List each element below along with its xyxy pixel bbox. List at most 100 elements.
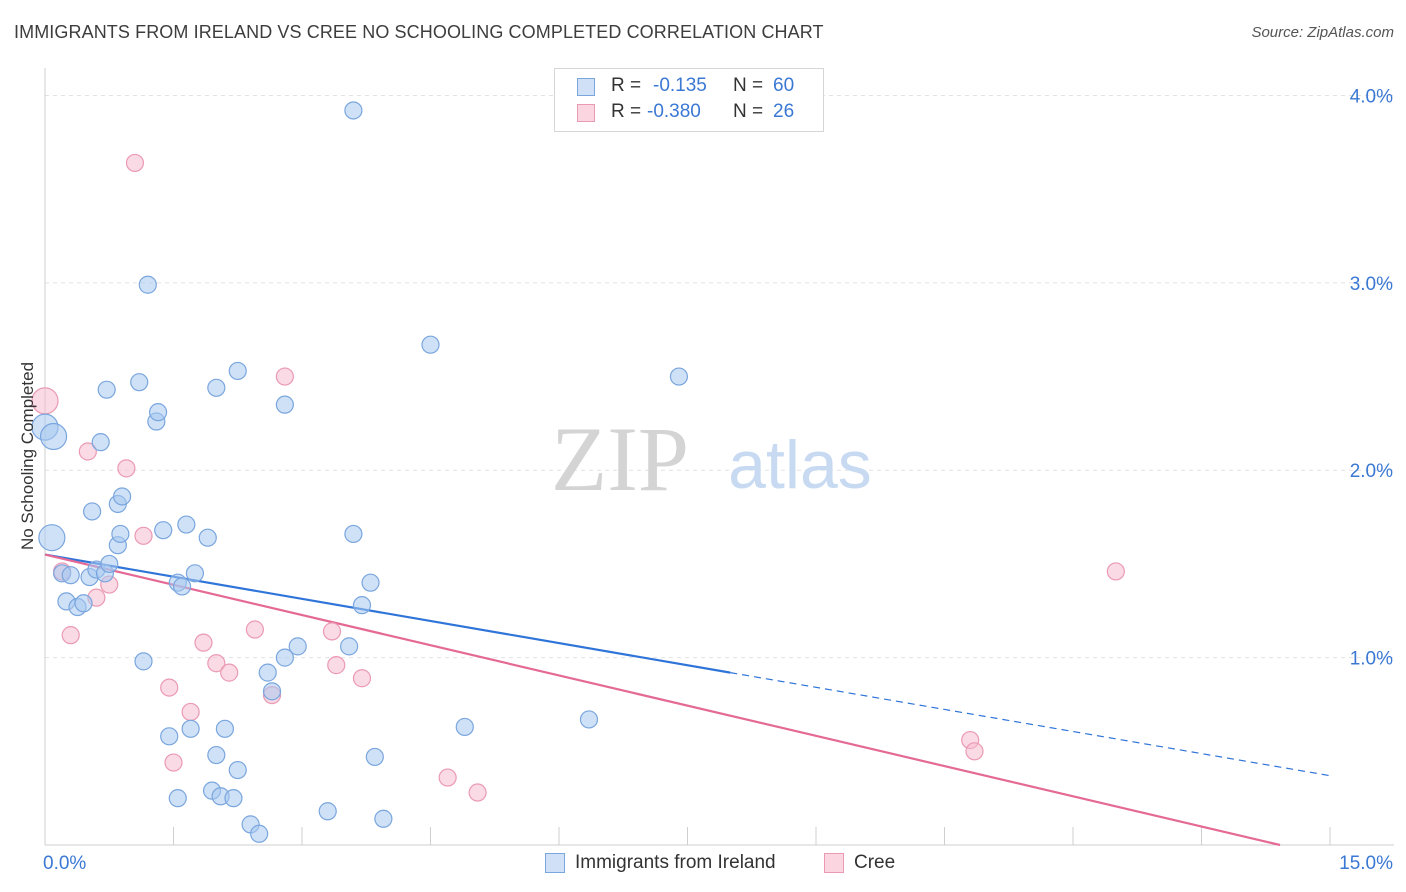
- watermark: ZIP atlas: [551, 408, 872, 510]
- watermark-atlas: atlas: [728, 427, 872, 503]
- y-axis-label: No Schooling Completed: [18, 361, 37, 551]
- cree-point: [322, 622, 342, 641]
- ireland-point: [365, 747, 384, 767]
- ireland-point: [579, 710, 599, 729]
- cree-point: [275, 367, 294, 386]
- ireland-point: [207, 378, 226, 397]
- cree-point: [78, 442, 97, 461]
- ireland-point: [91, 433, 110, 452]
- gridlines: [45, 94, 1394, 659]
- ireland-point: [100, 554, 119, 574]
- ireland-point: [39, 422, 68, 451]
- ireland-trend-line: [44, 553, 731, 674]
- ireland-point: [181, 719, 200, 738]
- legend-r-value: -0.380: [647, 101, 701, 122]
- watermark-zip: ZIP: [551, 408, 689, 510]
- cree-point: [207, 654, 226, 673]
- ireland-point: [228, 361, 247, 381]
- legend-n-value: 60: [773, 75, 795, 96]
- ireland-point: [207, 745, 226, 765]
- ireland-point: [224, 789, 243, 808]
- cree-point: [134, 526, 153, 545]
- cree-point: [160, 678, 179, 697]
- ireland-point: [669, 367, 689, 386]
- bottom-legend-swatch-ireland: [545, 853, 565, 873]
- trend-lines: [44, 553, 1331, 847]
- ireland-point: [228, 760, 247, 780]
- legend-r-value: -0.135: [653, 75, 707, 96]
- ireland-point: [154, 521, 173, 540]
- ireland-point: [97, 380, 116, 399]
- tick-labels: 1.0% 2.0% 3.0% 4.0% 0.0% 15.0%: [43, 86, 1393, 874]
- cree-point: [468, 783, 487, 802]
- ireland-point: [172, 577, 192, 596]
- cree-point: [220, 663, 239, 682]
- ireland-point: [83, 502, 102, 521]
- ireland-point: [130, 373, 149, 392]
- axes: [44, 68, 1394, 846]
- ireland-point: [111, 524, 130, 544]
- x-tick-label: 15.0%: [1339, 853, 1393, 874]
- chart-source: Source: ZipAtlas.com: [1251, 24, 1394, 41]
- cree-point: [327, 656, 346, 675]
- stats-legend: R = -0.135 N = 60 R = -0.380 N = 26: [554, 68, 824, 132]
- cree-point: [965, 742, 984, 761]
- ireland-trend-extension: [730, 672, 1331, 777]
- ireland-point: [374, 809, 393, 828]
- data-points: [31, 101, 1125, 843]
- cree-point: [164, 753, 183, 772]
- cree-point: [117, 459, 136, 478]
- ireland-point: [288, 637, 307, 656]
- cree-point: [1106, 562, 1125, 581]
- legend-n-value: 26: [773, 101, 795, 122]
- ireland-point: [455, 717, 474, 737]
- cree-point: [438, 768, 457, 787]
- legend-n-label: N =: [733, 75, 764, 96]
- cree-point: [194, 633, 213, 652]
- bottom-legend-label-cree: Cree: [854, 852, 896, 873]
- ireland-point: [61, 566, 80, 585]
- ireland-point: [198, 528, 217, 547]
- cree-trend-line: [44, 553, 1281, 847]
- ireland-point: [112, 487, 132, 506]
- cree-point: [61, 626, 80, 645]
- ireland-point: [344, 101, 363, 120]
- ireland-point: [177, 515, 196, 534]
- ireland-point: [421, 335, 440, 354]
- ireland-point: [215, 719, 234, 738]
- cree-point: [125, 153, 145, 173]
- legend-r-label: R =: [611, 101, 642, 122]
- ireland-point: [262, 682, 282, 701]
- legend-swatch-cree: [577, 104, 595, 122]
- ireland-point: [74, 594, 93, 613]
- x-tick-label: 0.0%: [43, 853, 86, 874]
- legend-swatch-ireland: [577, 78, 595, 96]
- ireland-point: [134, 652, 153, 671]
- bottom-legend-swatch-cree: [824, 853, 844, 873]
- ireland-point: [275, 648, 294, 667]
- ireland-point: [340, 637, 359, 656]
- legend-n-label: N =: [733, 101, 764, 122]
- chart-title: IMMIGRANTS FROM IRELAND VS CREE NO SCHOO…: [14, 22, 824, 42]
- y-tick-label: 1.0%: [1350, 649, 1393, 670]
- ireland-point: [148, 403, 168, 422]
- y-tick-label: 4.0%: [1350, 86, 1393, 107]
- cree-point: [352, 669, 372, 688]
- ireland-point: [185, 564, 205, 583]
- cree-point: [181, 702, 200, 722]
- ireland-point: [344, 524, 363, 544]
- ireland-point: [38, 524, 66, 552]
- ireland-point: [361, 573, 380, 592]
- cree-point: [245, 620, 264, 639]
- ireland-point: [250, 824, 269, 843]
- ireland-point: [318, 802, 337, 821]
- y-tick-label: 2.0%: [1350, 461, 1393, 482]
- ireland-point: [168, 789, 187, 808]
- ireland-point: [160, 727, 179, 746]
- ireland-point: [258, 663, 277, 682]
- legend-r-label: R =: [611, 75, 642, 96]
- ireland-point: [352, 596, 372, 615]
- y-tick-label: 3.0%: [1350, 274, 1393, 295]
- ireland-point: [275, 395, 294, 414]
